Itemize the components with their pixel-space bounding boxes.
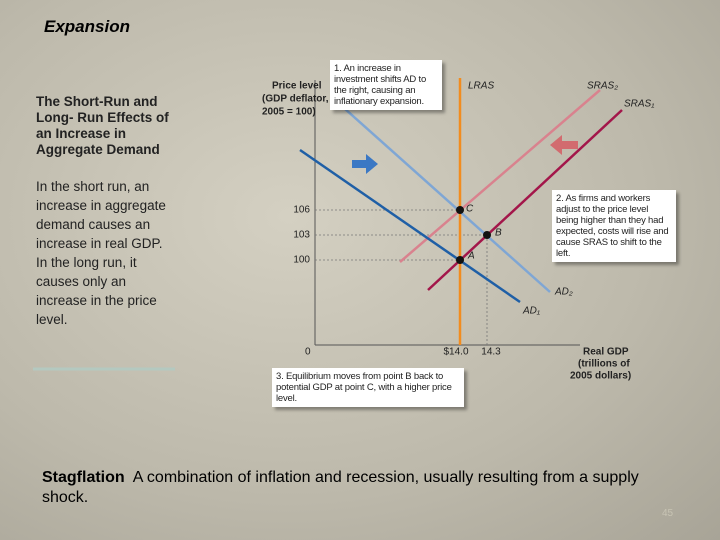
slide-title: Expansion bbox=[44, 17, 130, 36]
shift-left-arrow bbox=[550, 135, 578, 155]
callout: 3. Equilibrium moves from point B back t… bbox=[272, 368, 464, 407]
definition: Stagflation A combination of inflation a… bbox=[42, 468, 682, 508]
y-axis-label: (GDP deflator, bbox=[262, 94, 329, 105]
curve-label: AD₁ bbox=[522, 306, 540, 317]
x-axis-label: (trillions of bbox=[578, 359, 630, 370]
curve-label: AD₂ bbox=[554, 287, 573, 298]
page-number: 45 bbox=[662, 508, 674, 519]
paragraph: In the long run, it causes only an incre… bbox=[36, 255, 157, 327]
price-label: 103 bbox=[293, 230, 310, 241]
point bbox=[456, 256, 464, 264]
price-label: 106 bbox=[293, 205, 310, 216]
y-axis-label: Price level bbox=[272, 81, 322, 92]
point-label: B bbox=[495, 228, 502, 239]
curve-label: SRAS₁ bbox=[624, 99, 654, 110]
sras2-curve bbox=[399, 89, 601, 263]
ad2-curve bbox=[334, 99, 551, 293]
gdp-label: $14.0 bbox=[443, 347, 468, 358]
x-axis-label: Real GDP bbox=[583, 347, 629, 358]
ad1-curve bbox=[299, 148, 521, 304]
definition-term: Stagflation bbox=[42, 469, 125, 486]
body-text: In the short run, an increase in aggrega… bbox=[36, 177, 176, 329]
point bbox=[456, 206, 464, 214]
shift-right-arrow bbox=[352, 154, 378, 174]
point-label: A bbox=[467, 251, 475, 262]
price-label: 100 bbox=[293, 255, 310, 266]
point bbox=[483, 231, 491, 239]
definition-text: A combination of inflation and recession… bbox=[42, 469, 639, 506]
y-axis-label: 2005 = 100) bbox=[262, 107, 316, 118]
curve-label: LRAS bbox=[468, 81, 494, 92]
origin-label: 0 bbox=[305, 347, 311, 358]
paragraph: In the short run, an increase in aggrega… bbox=[36, 179, 166, 251]
curve-label: SRAS₂ bbox=[587, 81, 618, 92]
point-label: C bbox=[466, 204, 474, 215]
callout: 2. As firms and workers adjust to the pr… bbox=[552, 190, 676, 262]
gdp-label: 14.3 bbox=[481, 347, 501, 358]
callout: 1. An increase in investment shifts AD t… bbox=[330, 60, 442, 110]
slide-subtitle: The Short-Run and Long- Run Effects of a… bbox=[36, 94, 169, 157]
x-axis-label: 2005 dollars) bbox=[570, 371, 631, 382]
